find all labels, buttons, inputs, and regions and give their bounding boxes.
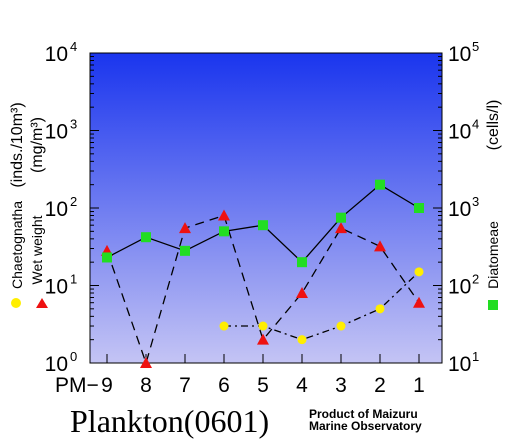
point-marker <box>141 232 151 243</box>
point-marker <box>335 222 347 234</box>
right-axis-label: (cells/l) <box>485 100 502 151</box>
right-tick-exponent: 4 <box>472 117 479 132</box>
left-legend: Chaetognatha Wet weight <box>9 201 48 308</box>
right-tick-exponent: 1 <box>472 349 479 364</box>
left-axis-label-line1: (inds./10m³) <box>9 102 26 187</box>
x-tick-label: 5 <box>257 374 269 397</box>
point-marker <box>219 226 229 237</box>
left-axis-label-line2: (mg/m³) <box>29 117 46 173</box>
x-tick-label: 2 <box>374 374 386 397</box>
x-tick-label: 8 <box>140 374 152 397</box>
right-tick-exponent: 3 <box>472 194 479 209</box>
point-marker <box>297 257 307 268</box>
left-tick-label: 10 <box>45 353 68 376</box>
point-marker <box>336 321 346 331</box>
x-tick-label: 9 <box>101 374 113 397</box>
x-tick-label: 4 <box>296 374 308 397</box>
plot-area <box>89 52 443 364</box>
right-tick-label: 10 <box>448 198 471 221</box>
point-marker <box>102 252 112 263</box>
point-marker <box>413 296 425 308</box>
x-tick-label: 6 <box>218 374 230 397</box>
credit-line2: Marine Observatory <box>309 419 422 433</box>
point-marker <box>374 240 386 252</box>
left-tick-label: 10 <box>45 276 68 299</box>
point-marker <box>258 321 268 331</box>
right-tick-exponent: 2 <box>472 272 479 287</box>
chart-title: Plankton(0601) <box>70 403 269 439</box>
legend-label-chaetognatha: Chaetognatha <box>9 201 25 289</box>
credit-line1: Product of Maizuru <box>309 407 418 421</box>
point-marker <box>414 267 424 277</box>
point-marker <box>296 287 308 299</box>
left-tick-label: 10 <box>45 198 68 221</box>
point-marker <box>219 321 229 331</box>
right-tick-label: 10 <box>448 353 471 376</box>
x-axis-ticks: 9 8 7 6 5 4 3 2 1 <box>101 354 425 397</box>
series-line <box>224 271 420 341</box>
legend-marker-diatomeae <box>488 300 498 310</box>
right-tick-exponent: 5 <box>472 39 479 54</box>
right-legend: Diatomeae <box>485 221 501 310</box>
legend-label-diatomeae: Diatomeae <box>485 221 501 289</box>
right-axis-label-text: (cells/l) <box>485 100 502 151</box>
point-marker <box>179 222 191 234</box>
point-marker <box>375 179 385 190</box>
point-marker <box>375 304 385 314</box>
point-marker <box>336 212 346 223</box>
series-line <box>106 214 420 366</box>
legend-marker-wet-weight <box>36 298 48 308</box>
left-tick-exponent: 4 <box>70 39 77 54</box>
right-tick-label: 10 <box>448 276 471 299</box>
series-chaetognatha <box>219 267 424 345</box>
legend-marker-chaetognatha <box>11 298 21 308</box>
point-marker <box>258 220 268 231</box>
point-marker <box>180 245 190 256</box>
left-tick-label: 10 <box>45 43 68 66</box>
left-tick-exponent: 3 <box>70 117 77 132</box>
x-axis-prefix: PM− <box>55 374 99 397</box>
series-layer <box>101 179 425 368</box>
x-tick-label: 1 <box>413 374 425 397</box>
point-marker <box>257 333 269 345</box>
point-marker <box>218 209 230 221</box>
x-tick-label: 7 <box>179 374 191 397</box>
x-tick-label: 3 <box>335 374 347 397</box>
right-tick-label: 10 <box>448 121 471 144</box>
point-marker <box>297 335 307 345</box>
left-tick-exponent: 2 <box>70 194 77 209</box>
right-tick-label: 10 <box>448 43 471 66</box>
point-marker <box>140 357 152 368</box>
legend-label-wet-weight: Wet weight <box>29 215 45 284</box>
left-tick-exponent: 0 <box>70 349 77 364</box>
point-marker <box>414 203 424 213</box>
left-axis-label: (inds./10m³) (mg/m³) <box>9 102 46 187</box>
left-tick-exponent: 1 <box>70 272 77 287</box>
series-diatomeae <box>102 179 424 268</box>
left-tick-label: 10 <box>45 121 68 144</box>
